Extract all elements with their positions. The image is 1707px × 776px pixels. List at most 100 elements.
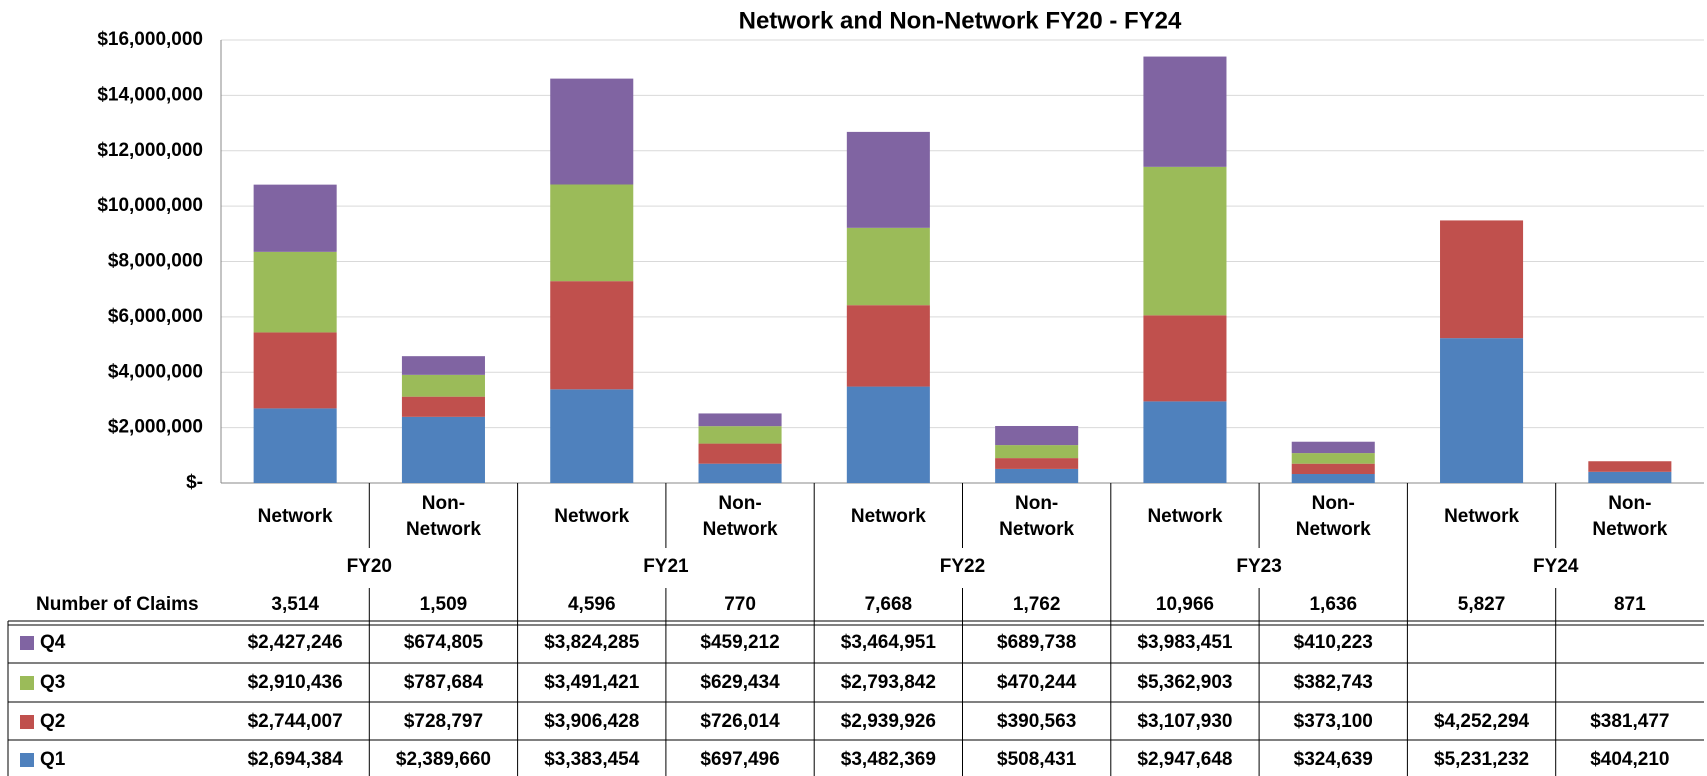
claims-value: 5,827 <box>1458 594 1506 615</box>
x-tick-label: Network <box>257 506 333 527</box>
bar-segment <box>550 78 634 185</box>
table-value: $3,491,421 <box>544 672 640 693</box>
table-value: $390,563 <box>997 711 1076 732</box>
table-value: $470,244 <box>997 672 1077 693</box>
group-label: FY22 <box>940 556 985 577</box>
y-tick-label: $10,000,000 <box>97 195 203 216</box>
table-value: $2,910,436 <box>248 672 343 693</box>
table-value: $324,639 <box>1294 749 1373 770</box>
bar-segment <box>550 281 634 390</box>
y-tick-label: $12,000,000 <box>97 140 203 161</box>
bar-segment <box>401 416 485 483</box>
table-value: $508,431 <box>997 749 1077 770</box>
claims-value: 1,762 <box>1013 594 1061 615</box>
x-tick-label: Network <box>554 506 630 527</box>
bar-segment <box>698 443 782 464</box>
group-label: FY20 <box>347 556 392 577</box>
table-value: $2,744,007 <box>248 711 343 732</box>
x-tick-label: Non-Network <box>405 493 481 540</box>
y-tick-label: $2,000,000 <box>108 417 203 438</box>
bar-segment <box>253 332 337 409</box>
chart-title: Network and Non-Network FY20 - FY24 <box>739 7 1182 34</box>
legend-swatch <box>20 676 34 690</box>
table-value: $787,684 <box>404 672 484 693</box>
bar-segment <box>698 413 782 427</box>
legend-label: Q3 <box>40 672 65 693</box>
bar-segment <box>846 386 930 483</box>
group-label: FY24 <box>1533 556 1579 577</box>
bar-segment <box>1143 315 1227 402</box>
bar-segment <box>253 184 337 252</box>
bar-segment <box>995 468 1079 483</box>
claims-value: 7,668 <box>865 594 913 615</box>
x-tick-label: Non-Network <box>1295 493 1371 540</box>
table-value: $2,389,660 <box>396 749 491 770</box>
bar-segment <box>846 227 930 306</box>
table-value: $3,107,930 <box>1137 711 1232 732</box>
bar-segment <box>1588 471 1672 483</box>
table-value: $2,694,384 <box>248 749 344 770</box>
table-value: $4,252,294 <box>1434 711 1530 732</box>
table-value: $2,947,648 <box>1137 749 1232 770</box>
group-label: FY21 <box>643 556 689 577</box>
table-value: $382,743 <box>1294 672 1373 693</box>
bar-segment <box>1291 463 1375 475</box>
table-value: $373,100 <box>1294 711 1373 732</box>
table-value: $381,477 <box>1590 711 1669 732</box>
table-value: $3,482,369 <box>841 749 936 770</box>
x-tick-label: Non-Network <box>999 493 1075 540</box>
bar-segment <box>1440 220 1524 339</box>
table-value: $410,223 <box>1294 632 1373 653</box>
bar-segment <box>1291 441 1375 454</box>
bar-segment <box>550 389 634 483</box>
table-value: $689,738 <box>997 632 1076 653</box>
bar-segment <box>401 356 485 375</box>
table-value: $2,427,246 <box>248 632 343 653</box>
y-tick-label: $16,000,000 <box>97 29 203 50</box>
table-value: $2,939,926 <box>841 711 936 732</box>
bar-segment <box>846 305 930 387</box>
y-tick-label: $6,000,000 <box>108 306 203 327</box>
bar-segment <box>1143 56 1227 167</box>
x-tick-label: Network <box>1444 506 1520 527</box>
claims-value: 3,514 <box>271 594 319 615</box>
bar-segment <box>1291 474 1375 483</box>
bar-segment <box>995 445 1079 459</box>
bar-segment <box>1143 401 1227 483</box>
bar-segment <box>401 374 485 397</box>
table-value: $674,805 <box>404 632 484 653</box>
table-value: $5,231,232 <box>1434 749 1529 770</box>
legend-label: Q1 <box>40 749 66 770</box>
y-tick-label: $14,000,000 <box>97 84 203 105</box>
table-value: $5,362,903 <box>1137 672 1232 693</box>
legend-swatch <box>20 636 34 650</box>
y-tick-label: $4,000,000 <box>108 361 203 382</box>
table-value: $3,464,951 <box>841 632 937 653</box>
bar-segment <box>698 463 782 483</box>
table-value: $728,797 <box>404 711 483 732</box>
table-value: $459,212 <box>700 632 779 653</box>
x-tick-label: Network <box>850 506 926 527</box>
bar-segment <box>846 131 930 228</box>
table-value: $404,210 <box>1590 749 1669 770</box>
claims-row-label: Number of Claims <box>36 594 199 615</box>
x-tick-label: Network <box>1147 506 1223 527</box>
table-value: $726,014 <box>700 711 780 732</box>
y-tick-label: $- <box>186 472 203 493</box>
bar-segment <box>995 458 1079 469</box>
bar-segment <box>253 408 337 483</box>
table-value: $629,434 <box>700 672 780 693</box>
legend-swatch <box>20 753 34 767</box>
group-label: FY23 <box>1236 556 1281 577</box>
table-value: $2,793,842 <box>841 672 936 693</box>
bar-segment <box>253 251 337 333</box>
claims-value: 10,966 <box>1156 594 1214 615</box>
claims-value: 1,636 <box>1309 594 1357 615</box>
x-tick-label: Non-Network <box>702 493 778 540</box>
table-value: $697,496 <box>700 749 779 770</box>
legend-label: Q4 <box>40 632 66 653</box>
table-value: $3,983,451 <box>1137 632 1233 653</box>
legend-label: Q2 <box>40 711 65 732</box>
